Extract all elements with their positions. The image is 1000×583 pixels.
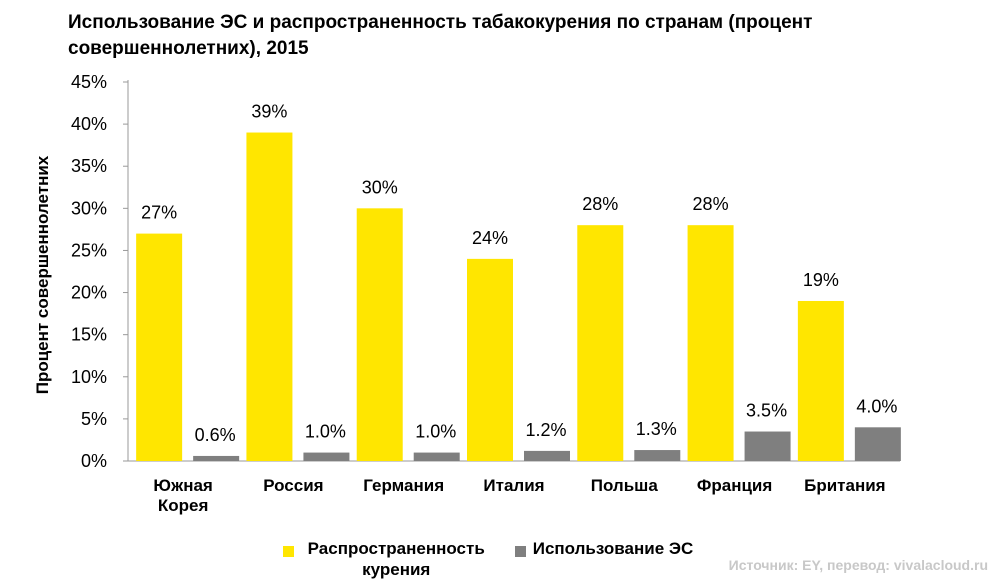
data-labels: 27% 39% 30% 24% 28% 28% 19% 0.6% 1.0% 1.0% 1.2% 1.3… bbox=[141, 102, 897, 445]
ecig-value-label: 0.6% bbox=[195, 425, 236, 445]
category-label: Британия bbox=[804, 476, 885, 495]
y-tick-label: 20% bbox=[71, 283, 107, 303]
y-tick-label: 30% bbox=[71, 198, 107, 218]
y-tick-label: 25% bbox=[71, 240, 107, 260]
ecig-bar bbox=[193, 455, 240, 461]
smoking-value-label: 19% bbox=[803, 270, 839, 290]
legend-label-smoking: Распространенность курения bbox=[307, 539, 485, 579]
smoking-value-label: 28% bbox=[582, 194, 618, 214]
category-label: Италия bbox=[483, 476, 544, 495]
y-tick-label: 35% bbox=[71, 156, 107, 176]
chart-title: Использование ЭС и распространенность та… bbox=[68, 12, 813, 59]
smoking-bar bbox=[246, 132, 293, 462]
legend-swatch-smoking bbox=[283, 546, 294, 557]
ecig-value-label: 1.2% bbox=[525, 420, 566, 440]
smoking-bar bbox=[467, 258, 513, 461]
smoking-bar bbox=[687, 225, 734, 461]
ecig-bar bbox=[854, 427, 901, 461]
smoking-bar bbox=[136, 233, 183, 461]
smoking-value-label: 30% bbox=[362, 177, 398, 197]
ecig-value-label: 1.0% bbox=[305, 422, 346, 442]
y-tick-label: 15% bbox=[71, 325, 107, 345]
smoking-value-label: 28% bbox=[693, 194, 729, 214]
y-tick-label: 10% bbox=[71, 367, 107, 387]
ecig-value-label: 1.3% bbox=[636, 419, 677, 439]
ecig-bar bbox=[634, 450, 681, 461]
legend-label-ecig: Использование ЭС bbox=[532, 539, 694, 558]
category-label: Россия bbox=[263, 476, 323, 495]
y-tick-label: 5% bbox=[81, 409, 107, 429]
legend-swatch-ecig bbox=[515, 546, 526, 557]
ecig-value-label: 1.0% bbox=[415, 422, 456, 442]
category-label: Польша bbox=[591, 476, 659, 495]
smoking-value-label: 24% bbox=[472, 228, 508, 248]
y-tick-label: 45% bbox=[71, 72, 107, 92]
category-label: Корея bbox=[158, 496, 209, 515]
category-label: Франция bbox=[697, 476, 772, 495]
legend-item-smoking: Распространенность курения bbox=[283, 538, 498, 580]
ecig-bar bbox=[524, 450, 570, 461]
smoking-bar bbox=[356, 208, 403, 461]
category-label: Южная bbox=[153, 476, 212, 495]
ecig-value-label: 3.5% bbox=[746, 401, 787, 421]
source-note: Источник: EY, перевод: vivalacloud.ru bbox=[728, 557, 988, 573]
smoking-value-label: 27% bbox=[141, 203, 177, 223]
ecig-value-label: 4.0% bbox=[856, 396, 897, 416]
smoking-value-label: 39% bbox=[251, 102, 287, 122]
y-tick-label: 0% bbox=[81, 451, 107, 471]
legend-item-ecig: Использование ЭС bbox=[515, 538, 693, 559]
smoking-bar bbox=[797, 300, 844, 461]
y-tick-label: 40% bbox=[71, 114, 107, 134]
ecig-bar bbox=[413, 452, 460, 461]
ecig-bar bbox=[303, 452, 350, 461]
smoking-bar bbox=[577, 225, 624, 461]
bars bbox=[136, 132, 901, 462]
category-label: Германия bbox=[363, 476, 444, 495]
ecig-bar bbox=[744, 431, 791, 461]
